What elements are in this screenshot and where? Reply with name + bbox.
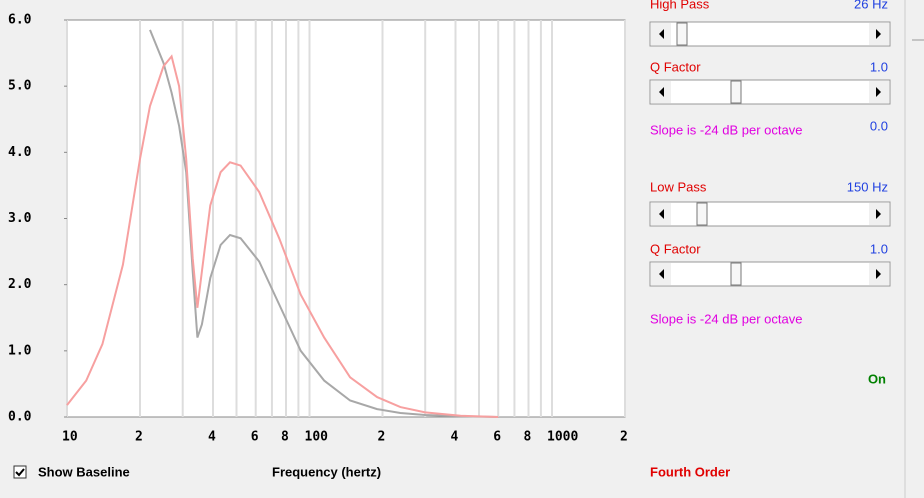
series-line: [66, 54, 499, 418]
low-pass-label: Low Pass: [650, 179, 707, 194]
y-tick-label: 4.0: [8, 145, 32, 160]
x-tick-label: 10: [62, 430, 78, 445]
high-pass-value: 26 Hz: [854, 0, 888, 11]
scrollbar[interactable]: [649, 79, 891, 105]
arrow-icon: [659, 269, 664, 279]
scroll-thumb[interactable]: [730, 80, 742, 104]
y-tick-label: 2.0: [8, 277, 32, 292]
plot-area: [66, 19, 626, 418]
arrow-icon: [659, 29, 664, 39]
arrow-icon: [876, 209, 881, 219]
status: On: [868, 371, 886, 386]
x-tick-label: 4: [450, 430, 458, 445]
y-tick-label: 1.0: [8, 343, 32, 358]
scrollbar[interactable]: [649, 261, 891, 287]
q-label: Q Factor: [650, 241, 701, 256]
low-pass-value: 150 Hz: [847, 179, 888, 194]
x-tick-label: 4: [208, 430, 216, 445]
x-tick-label: 6: [493, 430, 501, 445]
arrow-icon: [876, 87, 881, 97]
slope-label: Slope is -24 dB per octave: [650, 122, 802, 137]
x-tick-label: 2: [377, 430, 385, 445]
slope-value: 0.0: [870, 118, 888, 133]
x-tick-label: 8: [281, 430, 289, 445]
order-label: Fourth Order: [650, 464, 730, 479]
y-tick-label: 0.0: [8, 410, 32, 425]
q-value: 1.0: [870, 59, 888, 74]
y-tick-label: 6.0: [8, 13, 32, 28]
q-label: Q Factor: [650, 59, 701, 74]
scrollbar[interactable]: [649, 21, 891, 47]
scroll-thumb[interactable]: [696, 202, 708, 226]
scroll-thumb[interactable]: [730, 262, 742, 286]
check-mark: [15, 468, 25, 477]
x-tick-label: 6: [251, 430, 259, 445]
y-tick-label: 3.0: [8, 211, 32, 226]
x-tick-label: 2: [135, 430, 143, 445]
slope-label: Slope is -24 dB per octave: [650, 311, 802, 326]
scroll-thumb[interactable]: [676, 22, 688, 46]
x-tick-label: 100: [305, 430, 329, 445]
x-tick-label: 1000: [547, 430, 578, 445]
high-pass-label: High Pass: [650, 0, 710, 11]
checkbox-label[interactable]: Show Baseline: [38, 464, 130, 479]
arrow-icon: [659, 209, 664, 219]
x-tick-label: 8: [523, 430, 531, 445]
series-line: [149, 29, 499, 418]
x-tick-label: 2: [620, 430, 628, 445]
arrow-icon: [659, 87, 664, 97]
arrow-icon: [876, 29, 881, 39]
checkbox[interactable]: [13, 465, 27, 479]
q-value: 1.0: [870, 241, 888, 256]
scrollbar[interactable]: [649, 201, 891, 227]
x-axis-label: Frequency (hertz): [272, 464, 381, 479]
arrow-icon: [876, 269, 881, 279]
y-tick-label: 5.0: [8, 79, 32, 94]
